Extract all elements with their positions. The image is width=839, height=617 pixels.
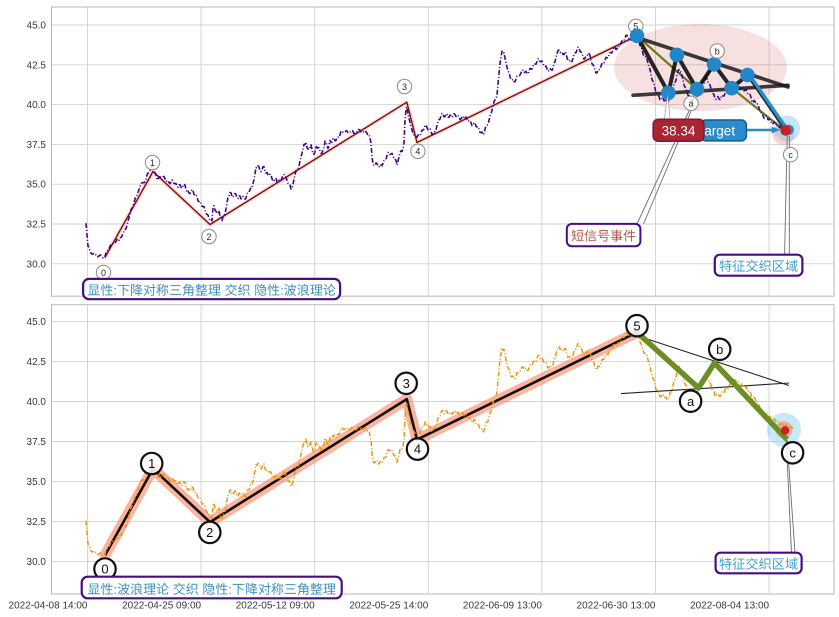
svg-text:37.5: 37.5 [27, 437, 47, 448]
svg-text:c: c [788, 150, 793, 160]
svg-text:2022-05-25 14:00: 2022-05-25 14:00 [349, 601, 428, 612]
svg-text:38.34: 38.34 [662, 124, 696, 139]
svg-text:arget: arget [704, 124, 735, 139]
svg-text:35.0: 35.0 [27, 477, 47, 488]
svg-text:c: c [789, 445, 796, 460]
svg-text:30.0: 30.0 [27, 557, 47, 568]
svg-text:3: 3 [403, 376, 410, 391]
svg-text:2: 2 [206, 525, 213, 540]
svg-text:45.0: 45.0 [27, 317, 47, 328]
svg-text::: : [228, 582, 232, 597]
svg-text:37.5: 37.5 [27, 140, 47, 151]
svg-text:32.5: 32.5 [27, 220, 47, 231]
svg-text:b: b [715, 46, 720, 56]
svg-text:42.5: 42.5 [27, 60, 47, 71]
svg-text:40.0: 40.0 [27, 100, 47, 111]
svg-text:0: 0 [101, 562, 108, 577]
svg-text:4: 4 [414, 442, 421, 457]
svg-text:5: 5 [633, 318, 640, 333]
svg-text::: : [113, 283, 117, 298]
svg-text::: : [280, 283, 284, 298]
svg-text:5: 5 [633, 22, 638, 32]
svg-text:0: 0 [101, 268, 106, 278]
svg-text:3: 3 [402, 82, 407, 92]
svg-text:2: 2 [206, 232, 211, 242]
svg-text:32.5: 32.5 [27, 517, 47, 528]
svg-text:2022-06-09 13:00: 2022-06-09 13:00 [463, 601, 542, 612]
svg-text:4: 4 [415, 147, 420, 157]
svg-text:40.0: 40.0 [27, 397, 47, 408]
svg-text:35.0: 35.0 [27, 180, 47, 191]
svg-text:a: a [688, 99, 693, 109]
svg-text:a: a [687, 394, 695, 409]
svg-text:2022-06-30 13:00: 2022-06-30 13:00 [577, 601, 656, 612]
svg-text::: : [114, 582, 118, 597]
svg-text:2022-08-04 13:00: 2022-08-04 13:00 [690, 601, 769, 612]
svg-text:2022-05-12 09:00: 2022-05-12 09:00 [236, 601, 315, 612]
svg-text:b: b [716, 342, 723, 357]
svg-text:1: 1 [150, 158, 155, 168]
svg-text:42.5: 42.5 [27, 357, 47, 368]
svg-text:30.0: 30.0 [27, 259, 47, 270]
svg-text:1: 1 [148, 456, 155, 471]
svg-text:2022-04-08 14:00: 2022-04-08 14:00 [9, 601, 88, 612]
svg-text:45.0: 45.0 [27, 21, 47, 32]
svg-text:2022-04-25 09:00: 2022-04-25 09:00 [122, 601, 201, 612]
